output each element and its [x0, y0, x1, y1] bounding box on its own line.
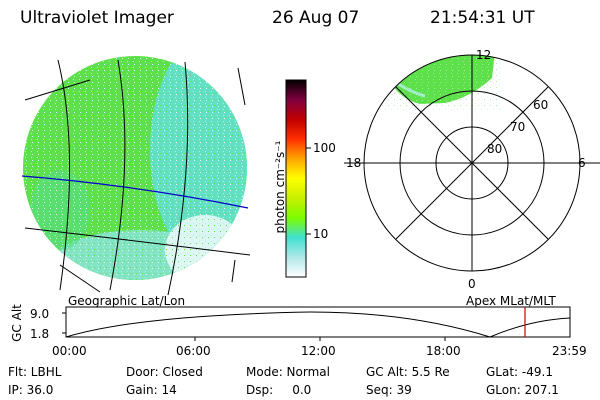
left-panel-label: Geographic Lat/Lon — [68, 294, 186, 308]
status-ip: IP: 36.0 — [8, 383, 54, 397]
polar-lat-60: 60 — [533, 98, 549, 112]
status-filter: Flt: LBHL — [8, 365, 62, 379]
timeline-x-tick: 06:00 — [176, 344, 211, 358]
polar-mlt-18: 18 — [346, 156, 362, 170]
colorbar-unit-label: photon cm⁻²s⁻¹ — [273, 140, 287, 234]
colorbar-tick-100: 100 — [313, 141, 336, 155]
timeline-y-tick-min: 1.8 — [30, 327, 50, 341]
status-gc-alt: GC Alt: 5.5 Re — [366, 365, 450, 379]
status-seq: Seq: 39 — [366, 383, 412, 397]
status-dsp: Dsp: 0.0 — [246, 383, 312, 397]
polar-mlt-12: 12 — [476, 48, 492, 62]
timeline-x-tick: 00:00 — [52, 344, 87, 358]
status-door: Door: Closed — [126, 365, 203, 379]
right-panel-label: Apex MLat/MLT — [466, 294, 556, 308]
instrument-title: Ultraviolet Imager — [20, 8, 174, 28]
polar-mlt-6: 6 — [578, 156, 586, 170]
status-gain: Gain: 14 — [126, 383, 177, 397]
colorbar-tick-10: 10 — [313, 227, 329, 241]
timeline-axis-title: GC Alt — [10, 304, 24, 342]
timeline-x-tick: 23:59 — [552, 344, 587, 358]
polar-mlt-0: 0 — [468, 277, 476, 291]
altitude-timeline — [62, 306, 571, 341]
terminator-line — [21, 175, 249, 209]
colorbar — [285, 79, 311, 278]
timeline-x-tick: 12:00 — [301, 344, 336, 358]
timeline-y-tick-max: 9.0 — [30, 307, 50, 321]
lat-lon-grid — [24, 59, 251, 296]
header-time: 21:54:31 UT — [430, 8, 535, 28]
status-glat: GLat: -49.1 — [486, 365, 553, 379]
polar-plot — [344, 54, 600, 272]
header-date: 26 Aug 07 — [272, 8, 360, 28]
timeline-x-tick: 18:00 — [426, 344, 461, 358]
polar-lat-80: 80 — [487, 142, 503, 156]
status-glon: GLon: 207.1 — [486, 383, 559, 397]
geographic-image — [21, 56, 251, 296]
polar-lat-70: 70 — [510, 120, 526, 134]
status-mode: Mode: Normal — [246, 365, 330, 379]
